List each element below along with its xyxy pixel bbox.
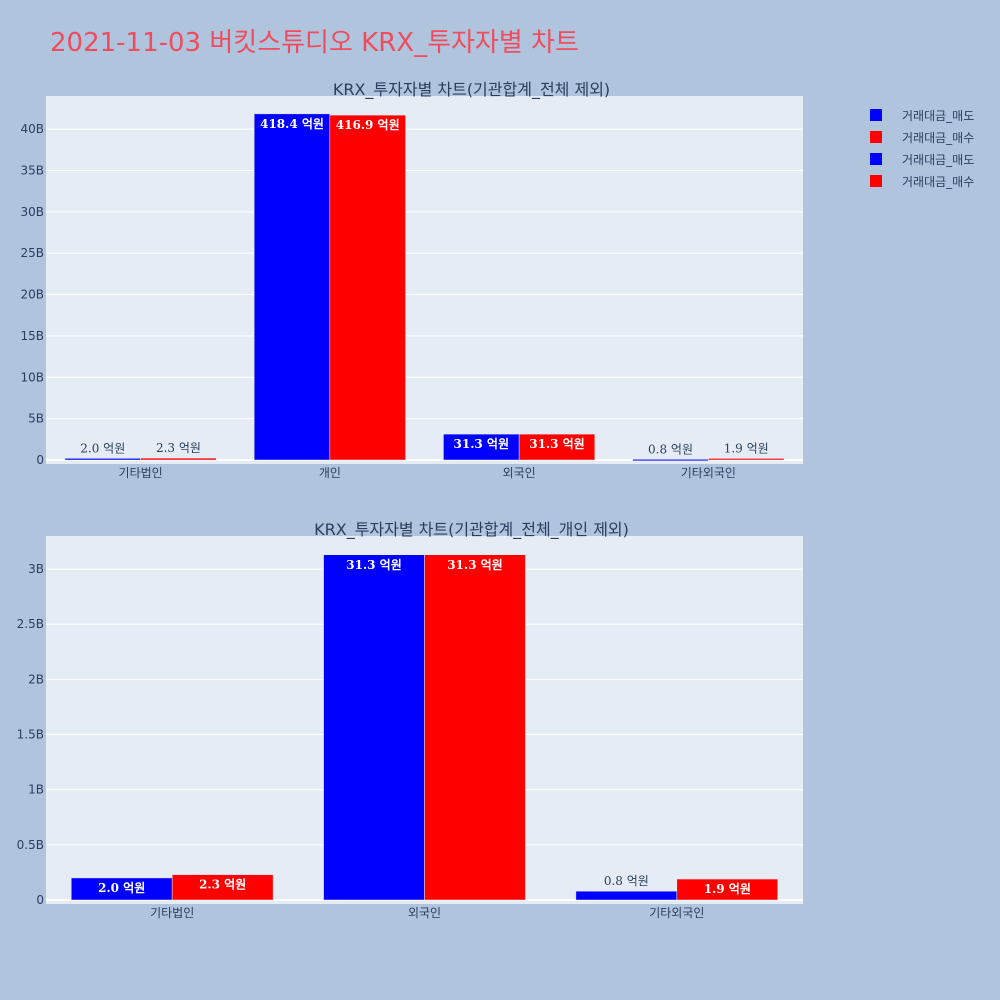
x-tick-label: 개인 (319, 466, 341, 480)
bar (329, 114, 406, 461)
bar (424, 554, 526, 901)
legend-item[interactable]: 거래대금_매도 (870, 104, 974, 126)
data-label: 31.3 억원 (447, 558, 503, 572)
data-label: 31.3 억원 (454, 437, 510, 451)
data-label: 2.0 억원 (80, 441, 125, 455)
legend: 거래대금_매도 거래대금_매수 거래대금_매도 거래대금_매수 (870, 104, 974, 192)
legend-label: 거래대금_매도 (902, 108, 975, 123)
y-tick-label: 25B (20, 246, 44, 260)
chart-title: KRX_투자자별 차트(기관합계_전체 제외) (333, 80, 610, 100)
data-label: 418.4 억원 (260, 117, 324, 131)
data-label: 2.0 억원 (98, 881, 145, 895)
bar (575, 890, 678, 901)
y-tick-label: 2.5B (17, 617, 44, 631)
legend-label: 거래대금_매수 (902, 130, 975, 145)
legend-label: 거래대금_매수 (902, 174, 975, 189)
bar (323, 554, 425, 901)
y-tick-label: 35B (20, 163, 44, 177)
plot-area (46, 96, 803, 464)
bar (443, 433, 520, 461)
y-tick-label: 5B (28, 412, 44, 426)
y-tick-label: 2B (28, 672, 44, 686)
data-label: 0.8 억원 (648, 442, 693, 456)
data-label: 1.9 억원 (724, 441, 769, 455)
bar (518, 433, 596, 461)
chart-title: KRX_투자자별 차트(기관합계_전체_개인 제외) (314, 520, 629, 540)
bar (140, 457, 217, 461)
y-tick-label: 30B (20, 205, 44, 219)
legend-swatch-1 (870, 131, 882, 143)
bar (708, 458, 785, 461)
chart-0: 0 5B 10B 15B 20B 25B 30B 35B 40B KRX_투자자별 차트(기관합계… (20, 80, 803, 480)
data-label: 2.3 억원 (199, 878, 246, 892)
bar (171, 874, 274, 901)
bar (253, 113, 331, 461)
x-tick-label: 기타법인 (150, 906, 194, 920)
legend-swatch-0 (870, 109, 882, 121)
data-label: 2.3 억원 (156, 441, 201, 455)
y-tick-label: 1B (28, 783, 44, 797)
legend-label: 거래대금_매도 (902, 152, 975, 167)
x-tick-label: 기타외국인 (681, 466, 736, 480)
legend-swatch-2 (870, 153, 882, 165)
x-tick-label: 기타법인 (119, 466, 163, 480)
data-label: 1.9 억원 (704, 882, 751, 896)
y-tick-label: 1.5B (17, 728, 44, 742)
y-tick-label: 20B (20, 288, 44, 302)
data-label: 0.8 억원 (604, 874, 649, 888)
x-tick-label: 외국인 (408, 906, 441, 920)
page-title: 2021-11-03 버킷스튜디오 KRX_투자자별 차트 (50, 28, 579, 58)
y-tick-label: 15B (20, 329, 44, 343)
y-tick-label: 0 (36, 893, 44, 907)
data-label: 31.3 억원 (346, 558, 402, 572)
data-label: 31.3 억원 (529, 437, 585, 451)
legend-item[interactable]: 거래대금_매수 (870, 170, 974, 192)
x-tick-label: 기타외국인 (649, 906, 704, 920)
bar (632, 459, 709, 462)
y-tick-label: 10B (20, 370, 44, 384)
legend-item[interactable]: 거래대금_매수 (870, 126, 974, 148)
legend-swatch-3 (870, 175, 882, 187)
chart-1: 0 0.5B 1B 1.5B 2B 2.5B 3B KRX_투자자별 차트(기관합계_전체_개… (17, 520, 803, 920)
y-tick-label: 3B (28, 562, 44, 576)
legend-item[interactable]: 거래대금_매도 (870, 148, 974, 170)
bar (64, 458, 141, 461)
y-tick-label: 0 (36, 453, 44, 467)
x-tick-label: 외국인 (503, 466, 536, 480)
data-label: 416.9 억원 (336, 118, 400, 132)
y-tick-label: 0.5B (17, 838, 44, 852)
y-tick-label: 40B (20, 122, 44, 136)
bar (676, 878, 779, 901)
